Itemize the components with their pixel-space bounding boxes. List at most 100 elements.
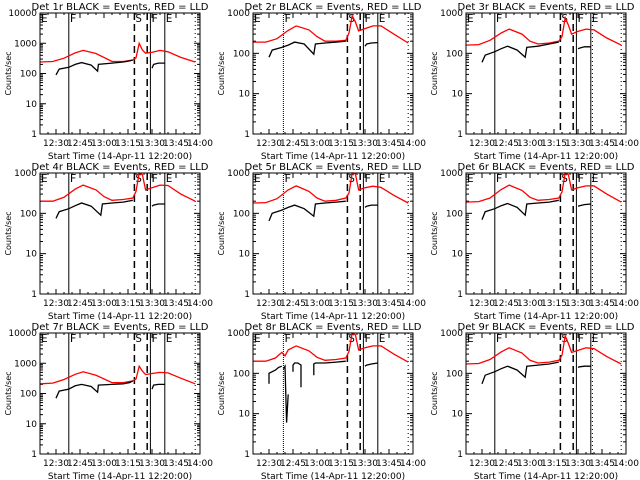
lld-series-line [253,13,409,44]
time-marker-label: E [166,172,173,185]
time-marker-label: F [284,172,291,185]
x-axis-label: Start Time (14-Apr-11 12:20:00) [261,472,405,480]
time-marker-label: F [70,12,77,25]
y-tick-label: 10 [452,90,464,100]
y-tick-label: 1000 [14,169,37,179]
y-tick-label: 100 [446,209,463,219]
time-marker-label: E [41,12,48,25]
time-marker-label: F [151,12,158,25]
y-tick-label: 1 [31,130,37,140]
x-tick-label: 12:45 [67,299,93,309]
panel-title: Det 6r BLACK = Events, RED = LLD [458,162,635,173]
y-tick-label: 1 [457,290,463,300]
y-tick-label: 10 [26,420,38,430]
time-marker-label: F [496,12,503,25]
x-tick-label: 12:30 [256,299,282,309]
plot-frame [252,12,414,135]
x-tick-label: 13:00 [517,299,543,309]
events-series-line [151,62,165,69]
y-tick-label: 100 [446,369,463,379]
x-tick-label: 12:45 [493,139,519,149]
y-tick-label: 100 [20,70,37,80]
x-tick-label: 14:00 [400,459,426,469]
time-marker-label: S [135,332,142,345]
x-axis-label: Start Time (14-Apr-11 12:20:00) [474,472,618,480]
time-marker-label: F [284,332,291,345]
y-tick-label: 1000 [227,9,250,19]
panel-title: Det 9r BLACK = Events, RED = LLD [458,322,635,333]
time-marker-label: E [166,332,173,345]
x-tick-label: 13:30 [139,459,165,469]
x-axis-label: Start Time (14-Apr-11 12:20:00) [48,312,192,322]
detector-panel-2: Det 2r BLACK = Events, RED = LLD Counts/s… [217,2,426,162]
y-tick-label: 100 [446,49,463,59]
x-tick-label: 12:30 [43,139,69,149]
x-tick-label: 13:45 [376,139,402,149]
x-tick-label: 12:30 [469,299,495,309]
x-tick-label: 12:30 [469,139,495,149]
x-tick-label: 13:30 [352,299,378,309]
y-axis-label: Counts/sec [430,371,439,415]
time-marker-label: F [496,172,503,185]
x-tick-label: 13:15 [115,139,141,149]
y-tick-label: 1000 [14,39,37,49]
x-tick-label: 14:00 [187,139,213,149]
time-marker-label: F [577,12,584,25]
x-tick-label: 12:45 [280,459,306,469]
y-tick-label: 1000 [440,169,463,179]
panel-title: Det 2r BLACK = Events, RED = LLD [245,2,422,13]
x-tick-label: 13:00 [517,459,543,469]
panel-title: Det 5r BLACK = Events, RED = LLD [245,162,422,173]
events-series-line [481,199,559,220]
x-tick-label: 12:45 [280,139,306,149]
x-tick-label: 13:15 [541,139,567,149]
lld-series-line [252,172,409,204]
x-tick-label: 13:15 [541,299,567,309]
y-tick-label: 100 [20,209,37,219]
time-marker-label: E [379,332,386,345]
x-axis-label: Start Time (14-Apr-11 12:20:00) [261,312,405,322]
x-tick-label: 13:30 [352,459,378,469]
y-tick-label: 10000 [8,329,37,339]
y-tick-label: 1000 [440,9,463,19]
x-tick-label: 13:45 [589,139,615,149]
y-tick-label: 1 [31,450,37,460]
events-series-line [313,360,346,376]
lld-series-line [40,171,196,202]
y-tick-label: 10000 [8,9,37,19]
panel-title: Det 4r BLACK = Events, RED = LLD [32,162,209,173]
x-tick-label: 14:00 [400,139,426,149]
x-tick-label: 12:30 [43,459,69,469]
lld-series-line [465,15,622,46]
time-marker-label: E [467,172,474,185]
events-series-line [577,46,591,50]
time-marker-label: F [577,172,584,185]
plot-frame [465,172,627,295]
events-series-line [55,59,133,76]
x-tick-label: 13:45 [163,459,189,469]
y-axis-label: Counts/sec [4,211,13,255]
x-tick-label: 13:15 [328,459,354,469]
y-tick-label: 10 [452,250,464,260]
x-tick-label: 14:00 [613,139,639,149]
lld-series-line [39,41,196,63]
detector-panel-9: Det 9r BLACK = Events, RED = LLD Counts/s… [430,322,639,480]
x-tick-label: 13:15 [328,139,354,149]
detector-panel-7: Det 7r BLACK = Events, RED = LLD Counts/s… [4,322,213,480]
x-tick-label: 14:00 [613,459,639,469]
x-tick-label: 13:15 [541,459,567,469]
x-tick-label: 13:45 [376,459,402,469]
y-axis-label: Counts/sec [4,371,13,415]
y-tick-label: 1000 [14,359,37,369]
panel-title: Det 3r BLACK = Events, RED = LLD [458,2,635,13]
x-axis-label: Start Time (14-Apr-11 12:20:00) [48,152,192,162]
x-tick-label: 13:45 [376,299,402,309]
x-tick-label: 13:00 [517,139,543,149]
time-marker-label: E [166,12,173,25]
plot-frame [465,12,627,135]
x-axis-label: Start Time (14-Apr-11 12:20:00) [474,312,618,322]
events-series-line [268,200,346,222]
time-marker-label: E [379,172,386,185]
x-axis-label: Start Time (14-Apr-11 12:20:00) [261,152,405,162]
x-tick-label: 13:45 [589,459,615,469]
